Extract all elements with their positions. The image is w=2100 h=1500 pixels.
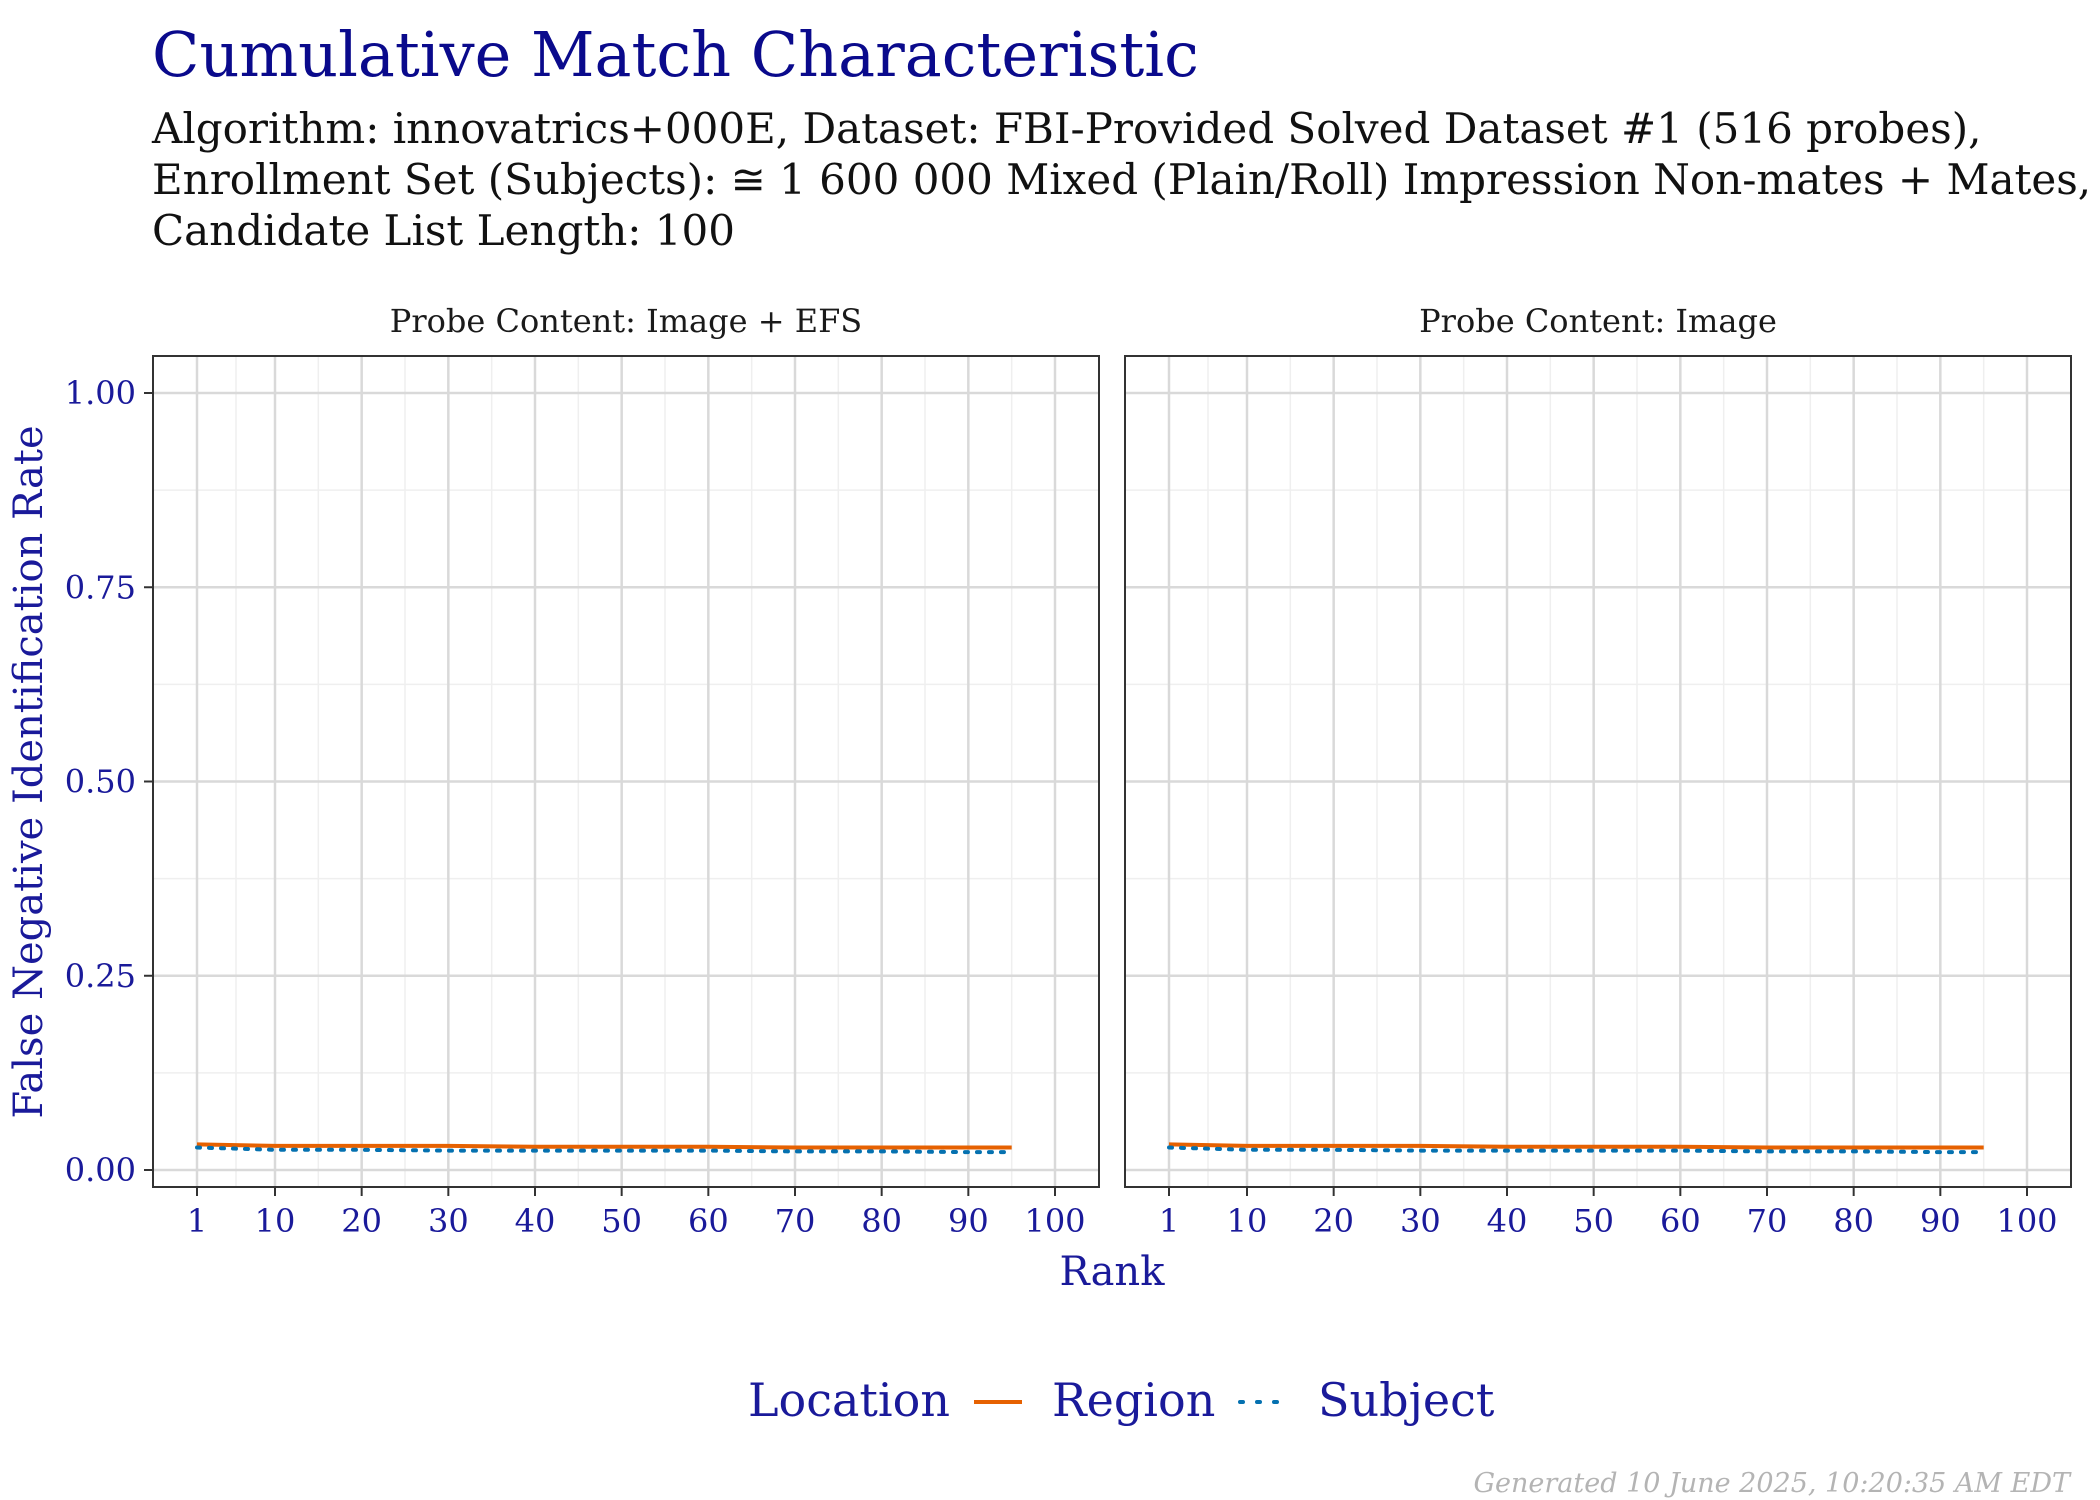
x-tick-label: 60 xyxy=(688,1202,729,1240)
series-line-subject-panel-2 xyxy=(1167,1145,1986,1155)
x-tick-label: 80 xyxy=(861,1202,902,1240)
x-tick-label: 50 xyxy=(1573,1202,1614,1240)
x-tick-label: 10 xyxy=(1227,1202,1268,1240)
chart-subtitle-line-3: Candidate List Length: 100 xyxy=(152,206,735,255)
chart-subtitle-line-1: Algorithm: innovatrics+000E, Dataset: FB… xyxy=(152,104,1982,153)
y-tick-label: 0.50 xyxy=(65,763,136,801)
x-tick-label: 50 xyxy=(601,1202,642,1240)
series-line-region-panel-2 xyxy=(1168,1142,1984,1150)
x-tick-label: 30 xyxy=(428,1202,469,1240)
panel-title-2: Probe Content: Image xyxy=(1419,302,1777,340)
x-tick-label: 1 xyxy=(187,1202,207,1240)
legend-label-region: Region xyxy=(1052,1373,1215,1427)
series-line-region-panel-1 xyxy=(196,1142,1012,1150)
series-line-subject-panel-1 xyxy=(195,1145,1014,1155)
x-tick-label: 70 xyxy=(1747,1202,1788,1240)
x-tick-label: 70 xyxy=(775,1202,816,1240)
x-tick-label: 10 xyxy=(255,1202,296,1240)
y-tick-label: 0.25 xyxy=(65,957,136,995)
x-tick-label: 100 xyxy=(1024,1202,1085,1240)
y-tick-label: 1.00 xyxy=(65,374,136,412)
x-tick-label: 60 xyxy=(1660,1202,1701,1240)
x-tick-label: 90 xyxy=(948,1202,989,1240)
x-tick-label: 40 xyxy=(1487,1202,1528,1240)
y-tick-label: 0.00 xyxy=(65,1151,136,1189)
generated-timestamp: Generated 10 June 2025, 10:20:35 AM EDT xyxy=(1473,1468,2070,1499)
x-tick-label: 30 xyxy=(1400,1202,1441,1240)
panel-title-1: Probe Content: Image + EFS xyxy=(390,302,862,340)
x-tick-label: 1 xyxy=(1159,1202,1179,1240)
x-tick-label: 40 xyxy=(515,1202,556,1240)
panel-border-1 xyxy=(152,355,1100,1188)
chart-subtitle-line-2: Enrollment Set (Subjects): ≅ 1 600 000 M… xyxy=(152,155,2092,204)
y-tick-label: 0.75 xyxy=(65,568,136,606)
panel-border-2 xyxy=(1124,355,2072,1188)
x-tick-label: 100 xyxy=(1996,1202,2057,1240)
x-tick-label: 20 xyxy=(341,1202,382,1240)
chart-title: Cumulative Match Characteristic xyxy=(152,18,1199,91)
legend-title: Location xyxy=(748,1373,950,1427)
x-axis-title: Rank xyxy=(1060,1249,1166,1295)
x-tick-label: 90 xyxy=(1920,1202,1961,1240)
x-tick-label: 20 xyxy=(1313,1202,1354,1240)
y-axis-title: False Negative Identification Rate xyxy=(6,425,52,1118)
x-tick-label: 80 xyxy=(1833,1202,1874,1240)
legend-label-subject: Subject xyxy=(1318,1373,1495,1427)
